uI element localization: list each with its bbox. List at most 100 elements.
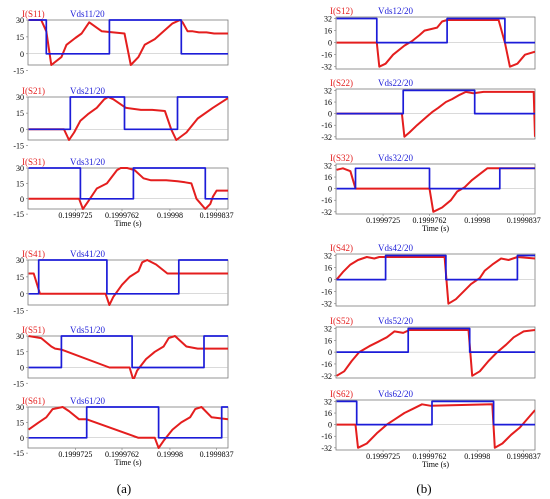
voltage-series-line bbox=[28, 259, 228, 295]
current-series-line bbox=[336, 19, 535, 68]
plot-frame bbox=[27, 19, 229, 66]
y-tick-label: 16 bbox=[324, 336, 332, 345]
legend-voltage: Vds41/20 bbox=[70, 249, 106, 259]
y-tick-label: -32 bbox=[321, 372, 332, 381]
voltage-series-line bbox=[336, 89, 535, 115]
y-tick-label: 0 bbox=[328, 421, 332, 430]
y-tick-label: -16 bbox=[321, 288, 332, 297]
y-tick-label: -32 bbox=[321, 444, 332, 453]
panel-is21: I(S21) Vds21/20 30 15 0 -15 bbox=[13, 86, 229, 150]
x-tick-label: 0.1999725 bbox=[366, 216, 400, 225]
y-tick-label: -32 bbox=[321, 63, 332, 72]
panel-is22: I(S22) Vds22/20 32 16 0 -16 -32 bbox=[321, 78, 536, 142]
y-tick-label: 0 bbox=[20, 195, 24, 204]
y-tick-label: -32 bbox=[321, 300, 332, 309]
legend-voltage: Vds32/20 bbox=[378, 153, 414, 163]
legend-current: I(S62) bbox=[330, 389, 353, 399]
legend-voltage: Vds62/20 bbox=[378, 389, 414, 399]
y-tick-label: 0 bbox=[328, 185, 332, 194]
y-tick-label: 0 bbox=[20, 290, 24, 299]
x-tick-label: 0.1999725 bbox=[58, 450, 92, 459]
voltage-series-line bbox=[28, 19, 228, 55]
x-tick-label: 0.19998 bbox=[157, 211, 183, 220]
current-series-line bbox=[336, 90, 535, 138]
y-tick-label: -15 bbox=[13, 449, 24, 458]
x-tick-label: 0.1999837 bbox=[200, 211, 234, 220]
plot-frame bbox=[27, 167, 229, 210]
legend-voltage: Vds22/20 bbox=[378, 78, 414, 88]
panel-is42: I(S42) Vds42/20 32 16 0 -16 -32 bbox=[321, 243, 536, 309]
legend-current: I(S31) bbox=[22, 157, 45, 167]
legend-current: I(S32) bbox=[330, 153, 353, 163]
panel-is61: I(S61) Vds61/20 30 15 0 -15 0.1999725 0.1999762… bbox=[13, 396, 233, 467]
current-series-line bbox=[28, 19, 228, 66]
y-tick-label: 32 bbox=[324, 324, 332, 333]
y-tick-label: -15 bbox=[13, 141, 24, 150]
current-series-line bbox=[28, 335, 228, 379]
y-tick-label: 32 bbox=[324, 161, 332, 170]
legend-voltage: Vds52/20 bbox=[378, 316, 414, 326]
legend-current: I(S42) bbox=[330, 243, 353, 253]
current-series-line bbox=[28, 167, 228, 210]
y-tick-label: 0 bbox=[20, 434, 24, 443]
x-tick-label: 0.1999837 bbox=[200, 450, 234, 459]
panel-is51: I(S51) Vds51/20 30 15 0 -15 bbox=[13, 325, 229, 388]
legend-voltage: Vds12/20 bbox=[378, 6, 414, 16]
y-tick-label: 32 bbox=[324, 86, 332, 95]
y-tick-label: -32 bbox=[321, 133, 332, 142]
legend-voltage: Vds61/20 bbox=[70, 396, 106, 406]
x-tick-label: 0.1999837 bbox=[507, 452, 541, 461]
voltage-series-line bbox=[28, 96, 228, 131]
x-tick-label: 0.1999762 bbox=[413, 452, 447, 461]
y-tick-label: 16 bbox=[324, 27, 332, 36]
panel-is32: I(S32) Vds32/20 32 16 0 -16 -32 0.1999725 0.1999… bbox=[321, 153, 540, 233]
y-tick-label: 30 bbox=[16, 332, 24, 341]
y-tick-label: -16 bbox=[321, 51, 332, 60]
y-tick-label: 0 bbox=[20, 364, 24, 373]
legend-current: I(S51) bbox=[22, 325, 45, 335]
y-tick-label: 32 bbox=[324, 397, 332, 406]
voltage-series-line bbox=[336, 17, 535, 44]
voltage-series-line bbox=[336, 327, 535, 353]
panel-is12: I(S12) Vds12/20 32 16 0 -16 -32 bbox=[321, 6, 536, 72]
x-tick-label: 0.1999762 bbox=[413, 216, 447, 225]
x-tick-label: 0.1999762 bbox=[105, 211, 139, 220]
y-tick-label: -15 bbox=[13, 307, 24, 316]
panel-is62: I(S62) Vds62/20 32 16 0 -16 -32 0.1999725 0.1999… bbox=[321, 389, 540, 469]
y-tick-label: -16 bbox=[321, 360, 332, 369]
y-tick-label: 32 bbox=[324, 252, 332, 261]
x-axis-label: Time (s) bbox=[422, 224, 449, 233]
current-series-line bbox=[28, 96, 228, 141]
y-tick-label: 16 bbox=[324, 409, 332, 418]
legend-voltage: Vds42/20 bbox=[378, 243, 414, 253]
panel-is52: I(S52) Vds52/20 32 16 0 -16 -32 bbox=[321, 316, 536, 381]
current-series-line bbox=[28, 259, 228, 306]
y-tick-label: 32 bbox=[324, 15, 332, 24]
y-tick-label: -16 bbox=[321, 121, 332, 130]
legend-current: I(S22) bbox=[330, 78, 353, 88]
panel-is11: I(S11) Vds11/20 30 15 0 -15 bbox=[13, 9, 229, 76]
panel-is41: I(S41) Vds41/20 30 15 0 -15 bbox=[13, 249, 229, 316]
voltage-series-line bbox=[336, 167, 535, 190]
x-tick-label: 0.1999725 bbox=[58, 211, 92, 220]
panel-is31: I(S31) Vds31/20 30 15 0 -15 0.1999725 0.1999762… bbox=[13, 157, 233, 228]
y-tick-label: 15 bbox=[16, 109, 24, 118]
y-tick-label: 16 bbox=[324, 98, 332, 107]
y-tick-label: 16 bbox=[324, 173, 332, 182]
y-tick-label: 15 bbox=[16, 348, 24, 357]
x-axis-label: Time (s) bbox=[422, 460, 449, 469]
voltage-series-line bbox=[28, 406, 228, 439]
y-tick-label: 0 bbox=[328, 276, 332, 285]
y-tick-label: 30 bbox=[16, 403, 24, 412]
legend-current: I(S21) bbox=[22, 86, 45, 96]
y-tick-label: 15 bbox=[16, 418, 24, 427]
current-series-line bbox=[336, 256, 535, 305]
y-tick-label: -16 bbox=[321, 196, 332, 205]
x-axis-label: Time (s) bbox=[114, 458, 141, 467]
caption-b: (b) bbox=[416, 481, 431, 496]
y-tick-label: 0 bbox=[20, 50, 24, 59]
legend-voltage: Vds51/20 bbox=[70, 325, 106, 335]
y-tick-label: 30 bbox=[16, 16, 24, 25]
y-tick-label: 0 bbox=[328, 348, 332, 357]
x-axis-label: Time (s) bbox=[114, 219, 141, 228]
